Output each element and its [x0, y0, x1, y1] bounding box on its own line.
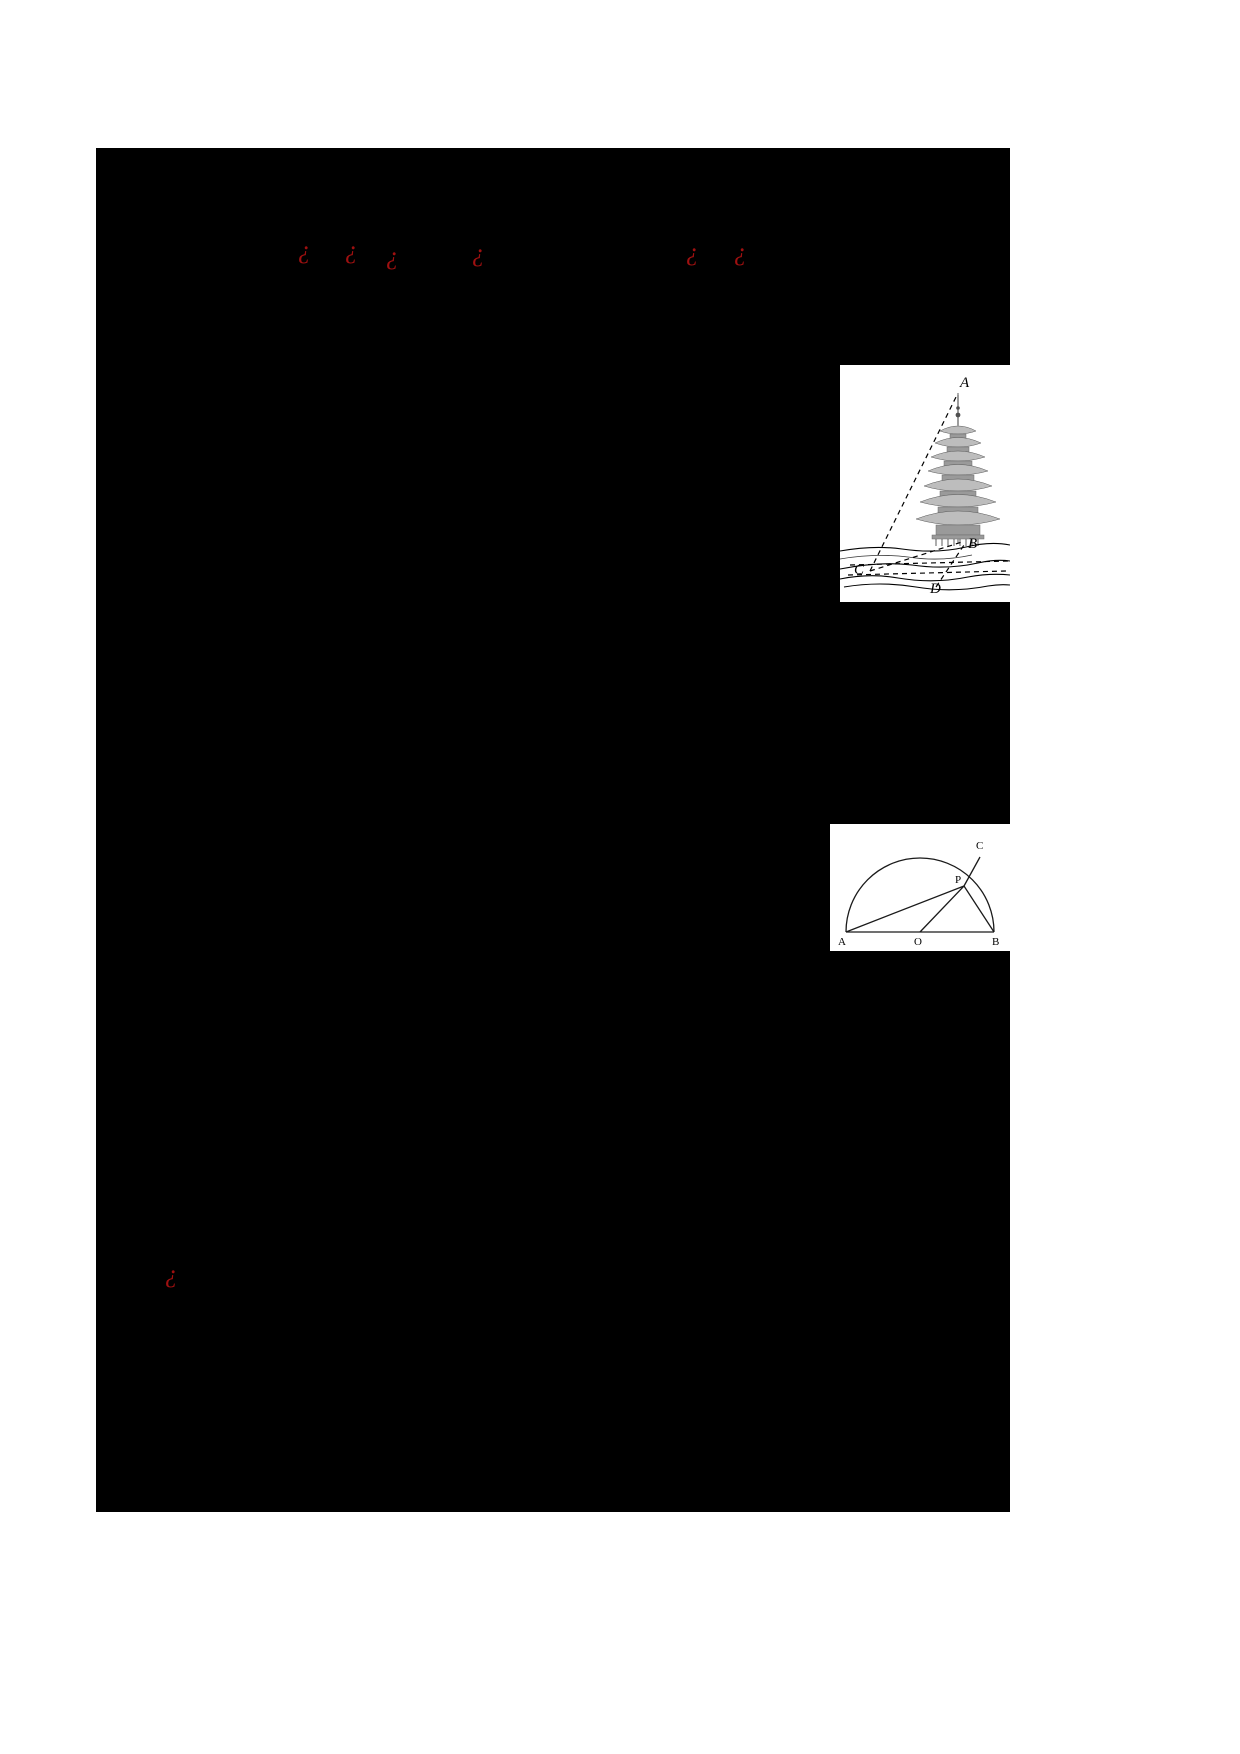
- pagoda-diagram-svg: A B C D: [840, 375, 1010, 597]
- semicircle-diagram-svg: C P A O B: [838, 840, 999, 948]
- missing-glyph-mark-3: ¿: [386, 243, 399, 270]
- segment-p-to-b: [963, 885, 995, 933]
- sight-line-c-to-b: [869, 541, 963, 572]
- figure-label-b: B: [968, 536, 977, 552]
- missing-glyph-mark-1: ¿: [298, 237, 311, 264]
- horizontal-reference-line-2: [847, 570, 1007, 576]
- sight-lines: [847, 394, 1009, 588]
- segment-p-to-c: [963, 856, 981, 887]
- figure-label-b: B: [992, 936, 999, 948]
- segment-p-to-o: [919, 885, 965, 933]
- missing-glyph-mark-4: ¿: [472, 240, 485, 267]
- figure-semicircle-geometry: C P A O B: [830, 824, 1010, 951]
- figure-pagoda-elevation: A B C D: [840, 365, 1010, 602]
- figure-label-d: D: [929, 581, 941, 597]
- figure-label-a: A: [838, 936, 846, 948]
- missing-glyph-mark-5: ¿: [686, 239, 699, 266]
- pagoda-illustration: [915, 395, 1001, 546]
- figure-label-a: A: [959, 375, 970, 391]
- figure-label-c: C: [976, 840, 983, 852]
- missing-glyph-mark-7: ¿: [165, 1261, 178, 1288]
- missing-glyph-mark-6: ¿: [734, 239, 747, 266]
- sight-line-c-to-a: [869, 394, 958, 572]
- figure-label-c: C: [854, 562, 865, 578]
- terrain-contours: [840, 542, 1010, 591]
- missing-glyph-mark-2: ¿: [345, 237, 358, 264]
- figure-label-p: P: [955, 874, 961, 886]
- figure-label-o: O: [914, 936, 922, 948]
- segment-a-to-p: [845, 885, 965, 933]
- semicircle-arc: [845, 857, 995, 933]
